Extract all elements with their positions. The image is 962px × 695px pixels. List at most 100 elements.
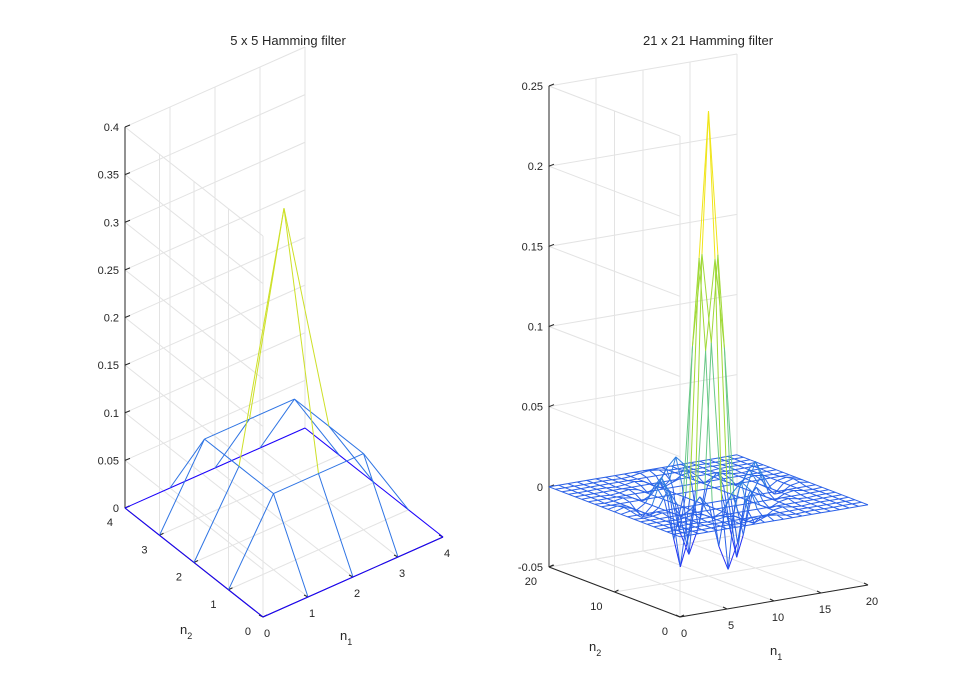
mesh-segment — [615, 474, 624, 476]
mesh-segment — [585, 495, 592, 497]
mesh-segment — [773, 510, 780, 512]
ylabel-5x5: n2 — [180, 622, 192, 641]
mesh-segment — [623, 498, 630, 502]
mesh-segment — [835, 492, 842, 495]
mesh-segment — [826, 492, 835, 493]
mesh-segment — [766, 497, 773, 500]
mesh-segment — [616, 485, 625, 487]
y-tick-label: 0 — [245, 626, 251, 638]
title-5x5: 5 x 5 Hamming filter — [230, 33, 346, 48]
mesh-segment — [615, 507, 624, 511]
mesh-segment — [692, 531, 699, 534]
mesh-segment — [558, 484, 567, 486]
mesh-segment — [799, 509, 806, 512]
mesh-segment — [194, 466, 239, 562]
y-tick-label: 10 — [590, 601, 602, 613]
mesh-segment — [707, 473, 716, 475]
mesh-segment — [776, 470, 783, 473]
y-tick-label: 3 — [141, 544, 147, 556]
mesh-segment — [666, 473, 675, 475]
xgrid-line — [170, 107, 308, 597]
z-tick-label: 0.25 — [522, 81, 543, 93]
mesh-segment — [827, 505, 834, 508]
mesh-segment — [605, 476, 614, 478]
mesh-segment — [569, 493, 578, 495]
x-tick-label: 5 — [728, 620, 734, 632]
mesh-segment — [771, 478, 778, 481]
z-tick-label: 0.4 — [104, 122, 119, 134]
mesh-segment — [603, 492, 610, 495]
mesh-segment — [654, 525, 663, 527]
mesh-segment — [783, 472, 790, 475]
mesh-segment — [716, 509, 723, 512]
mesh-segment — [609, 482, 618, 484]
mesh-segment — [780, 511, 789, 513]
mesh-segment — [597, 488, 606, 489]
mesh-segment — [364, 454, 399, 557]
mesh-segment — [726, 470, 735, 472]
mesh-segment — [305, 428, 340, 455]
mesh-segment — [799, 508, 808, 510]
mesh-segment — [676, 529, 685, 531]
mesh-segment — [637, 477, 646, 479]
mesh-segment — [581, 489, 588, 492]
mesh-segment — [805, 512, 812, 515]
mesh-segment — [582, 498, 591, 500]
mesh-segment — [364, 454, 409, 510]
mesh-segment — [833, 506, 842, 508]
mesh-segment — [641, 484, 650, 486]
mesh-segment — [792, 507, 799, 510]
mesh-segment — [824, 507, 833, 509]
mesh-segment — [668, 469, 678, 470]
mesh-segment — [764, 474, 773, 475]
mesh-segment — [849, 506, 858, 508]
mesh-segment — [624, 472, 633, 474]
mesh-segment — [794, 491, 801, 495]
mesh-segment — [819, 490, 828, 492]
mesh-segment — [786, 515, 793, 518]
mesh-segment — [705, 524, 714, 526]
mesh-segment — [657, 523, 664, 526]
mesh-segment — [832, 495, 841, 497]
mesh-segment — [686, 491, 695, 493]
mesh-segment — [797, 486, 806, 488]
mesh-segment — [732, 473, 741, 474]
mesh-segment — [630, 500, 639, 502]
mesh-segment — [763, 499, 772, 501]
mesh-segment — [577, 480, 586, 482]
mesh-segment — [594, 494, 601, 497]
z-tick-label: 0.05 — [522, 402, 543, 414]
mesh-segment — [125, 488, 170, 508]
mesh-segment — [600, 485, 607, 488]
mesh-segment — [798, 498, 807, 499]
mesh-segment — [788, 499, 795, 503]
z-tick — [125, 125, 130, 127]
z-tick-label: 0.2 — [104, 313, 119, 325]
y-tick-label: 2 — [176, 572, 182, 584]
mesh-segment — [842, 495, 849, 498]
mesh-segment — [744, 457, 751, 460]
mesh-segment — [284, 208, 319, 473]
mesh-segment — [817, 506, 824, 509]
mesh-segment — [650, 519, 659, 521]
mesh-segment — [584, 483, 593, 485]
z-tick-label: 0.2 — [528, 161, 543, 173]
mesh-segment — [774, 519, 783, 521]
mesh-segment — [701, 519, 708, 522]
mesh-segment — [827, 503, 836, 505]
mesh-segment — [705, 525, 712, 528]
x-tick-label: 0 — [681, 628, 687, 640]
mesh-segment — [568, 484, 575, 487]
mesh-segment — [820, 501, 830, 502]
x-tick-label: 15 — [819, 604, 831, 616]
mesh-segment — [714, 524, 721, 526]
mesh-segment — [803, 491, 810, 494]
mesh-segment — [784, 483, 791, 486]
mesh-segment — [653, 516, 660, 519]
mesh-segment — [409, 510, 444, 537]
mesh-segment — [830, 510, 839, 512]
mesh-segment — [735, 468, 744, 470]
mesh-segment — [598, 499, 607, 501]
mesh-segment — [819, 491, 826, 493]
mesh-segment — [578, 493, 585, 495]
